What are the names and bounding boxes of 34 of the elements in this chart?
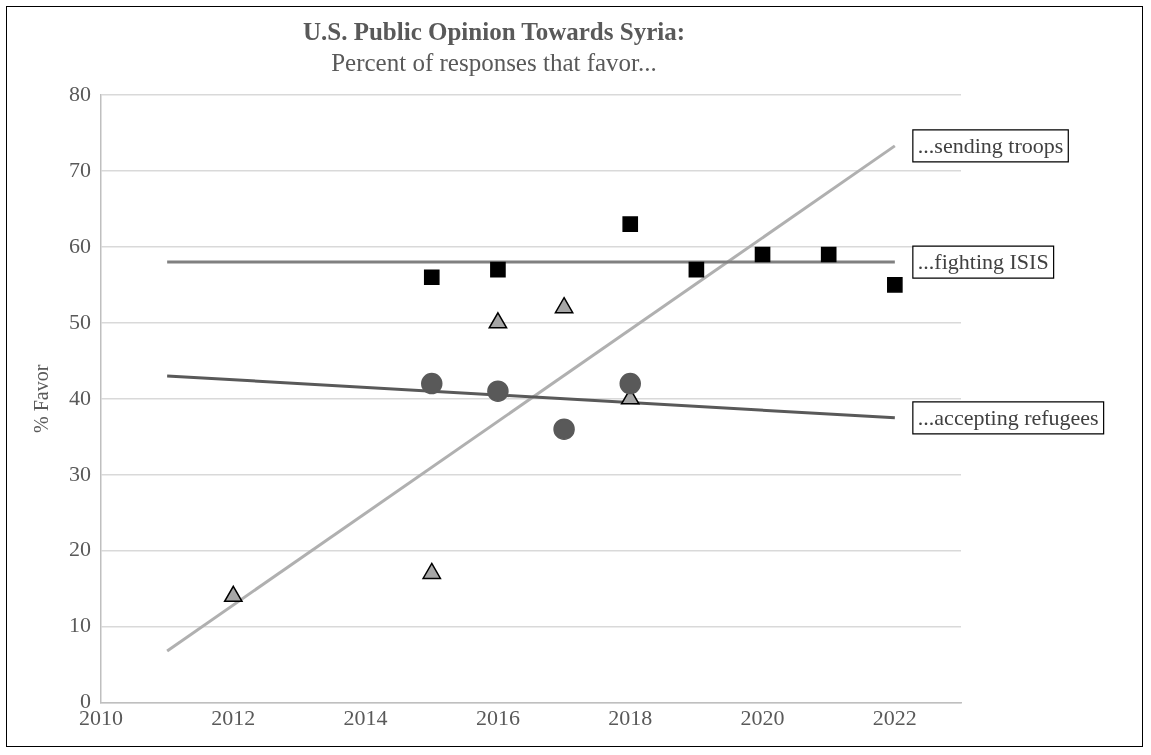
point xyxy=(488,312,508,329)
point xyxy=(622,216,639,232)
y-tick-label: 20 xyxy=(69,536,91,562)
series-label: ...accepting refugees xyxy=(917,404,1099,430)
x-tick-label: 2018 xyxy=(608,704,653,730)
chart-title: U.S. Public Opinion Towards Syria: xyxy=(302,18,686,46)
x-tick-label: 2014 xyxy=(343,704,388,730)
x-tick-label: 2022 xyxy=(872,704,917,730)
point xyxy=(619,372,641,395)
y-tick-label: 60 xyxy=(69,232,91,258)
point xyxy=(421,372,443,395)
y-tick-label: 10 xyxy=(69,612,91,638)
y-tick-label: 40 xyxy=(69,384,91,410)
x-tick-label: 2020 xyxy=(740,704,785,730)
point xyxy=(423,269,440,286)
y-tick-label: 30 xyxy=(69,460,91,486)
point xyxy=(223,585,243,603)
point xyxy=(887,277,903,293)
point xyxy=(688,261,705,278)
y-tick-label: 70 xyxy=(69,156,91,182)
point xyxy=(754,246,771,263)
chart-subtitle: Percent of responses that favor... xyxy=(331,48,657,76)
x-tick-label: 2016 xyxy=(475,704,520,730)
x-tick-label: 2012 xyxy=(211,704,256,730)
series-label: ...sending troops xyxy=(917,132,1064,158)
point xyxy=(490,261,506,278)
point xyxy=(487,380,509,402)
point xyxy=(553,418,575,440)
y-tick-label: 50 xyxy=(69,308,91,334)
point xyxy=(820,246,837,263)
point xyxy=(422,562,442,580)
series-label: ...fighting ISIS xyxy=(917,248,1049,274)
y-tick-label: 80 xyxy=(69,80,91,106)
y-axis-title: % Favor xyxy=(30,364,53,433)
